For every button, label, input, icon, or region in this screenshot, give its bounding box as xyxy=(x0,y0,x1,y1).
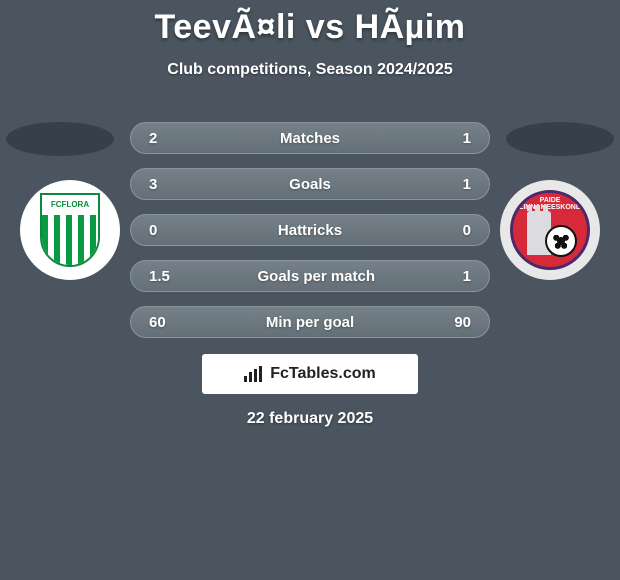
stat-right-value: 1 xyxy=(463,176,471,193)
page-subtitle: Club competitions, Season 2024/2025 xyxy=(0,61,620,79)
stat-right-value: 90 xyxy=(454,314,471,331)
stat-right-value: 0 xyxy=(463,222,471,239)
team-logo-left: FCFLORA xyxy=(20,180,120,280)
stat-row: 3 Goals 1 xyxy=(130,168,490,200)
stats-table: 2 Matches 1 3 Goals 1 0 Hattricks 0 1.5 … xyxy=(130,122,490,352)
stat-left-value: 1.5 xyxy=(149,268,170,285)
stat-left-value: 3 xyxy=(149,176,157,193)
crest-flora: FCFLORA xyxy=(40,193,100,267)
stat-label: Goals per match xyxy=(170,268,463,285)
match-date: 22 february 2025 xyxy=(0,410,620,428)
stat-row: 1.5 Goals per match 1 xyxy=(130,260,490,292)
stat-row: 2 Matches 1 xyxy=(130,122,490,154)
team-logo-right: PAIDE LINNAMEESKOND xyxy=(500,180,600,280)
stat-label: Min per goal xyxy=(166,314,455,331)
crest-paide: PAIDE LINNAMEESKOND xyxy=(510,190,590,270)
stat-left-value: 2 xyxy=(149,130,157,147)
branding-badge[interactable]: FcTables.com xyxy=(202,354,418,394)
shadow-ellipse-right xyxy=(506,122,614,156)
shadow-ellipse-left xyxy=(6,122,114,156)
crest-paide-ball xyxy=(545,225,577,257)
stat-left-value: 0 xyxy=(149,222,157,239)
stat-left-value: 60 xyxy=(149,314,166,331)
bar-chart-icon xyxy=(244,366,264,382)
stat-right-value: 1 xyxy=(463,268,471,285)
page-title: TeevÃ¤li vs HÃµim xyxy=(0,0,620,47)
stat-row: 60 Min per goal 90 xyxy=(130,306,490,338)
branding-label: FcTables.com xyxy=(270,365,376,383)
crest-flora-label: FCFLORA xyxy=(42,195,98,215)
stat-label: Matches xyxy=(157,130,462,147)
crest-flora-stripes xyxy=(42,215,98,265)
stat-label: Hattricks xyxy=(157,222,462,239)
stat-row: 0 Hattricks 0 xyxy=(130,214,490,246)
stat-label: Goals xyxy=(157,176,462,193)
stat-right-value: 1 xyxy=(463,130,471,147)
